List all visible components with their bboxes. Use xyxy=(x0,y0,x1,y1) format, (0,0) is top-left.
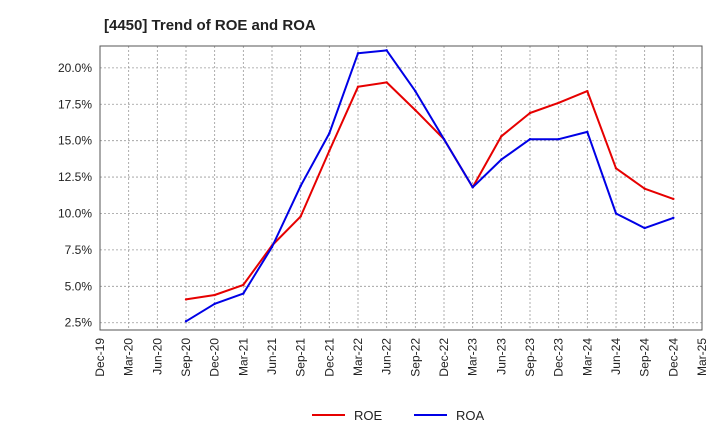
data-point-roa xyxy=(643,226,646,230)
data-point-roa xyxy=(385,49,388,52)
x-tick-label: Mar-20 xyxy=(122,338,136,376)
x-tick-label: Mar-23 xyxy=(466,338,480,376)
y-tick-label: 10.0% xyxy=(58,206,92,220)
x-tick-label: Dec-22 xyxy=(437,338,451,377)
legend-label-roe: ROE xyxy=(354,408,383,423)
data-point-roa xyxy=(586,130,589,134)
data-point-roe xyxy=(414,108,417,112)
x-tick-label: Mar-22 xyxy=(351,338,365,376)
data-point-roa xyxy=(270,245,274,249)
series-line-roe xyxy=(185,81,674,301)
legend: ROE ROA xyxy=(312,408,485,423)
data-point-roe xyxy=(242,283,245,287)
data-point-roe xyxy=(672,197,675,201)
data-point-roe xyxy=(184,298,188,301)
x-tick-label: Mar-21 xyxy=(236,338,250,376)
plot-frame xyxy=(99,45,703,331)
data-point-roe xyxy=(328,149,331,153)
y-tick-label: 20.0% xyxy=(58,61,92,75)
data-point-roe xyxy=(528,111,532,115)
x-tick-label: Jun-22 xyxy=(380,338,394,375)
y-tick-label: 15.0% xyxy=(58,134,92,148)
x-tick-label: Jun-24 xyxy=(609,338,623,375)
grid xyxy=(99,46,703,330)
x-tick-label: Sep-21 xyxy=(294,338,308,377)
data-point-roe xyxy=(557,101,560,105)
series-line-roa xyxy=(185,49,674,323)
data-point-roe xyxy=(586,89,589,93)
data-point-roa xyxy=(672,216,675,220)
data-point-roa xyxy=(356,52,360,55)
y-tick-label: 12.5% xyxy=(58,170,92,184)
y-axis: 2.5% 5.0% 7.5% 10.0% 12.5% 15.0% 17.5% 20.0% xyxy=(58,61,92,330)
data-point-roa xyxy=(614,212,618,215)
chart-title: [4450] Trend of ROE and ROA xyxy=(104,17,316,34)
y-tick-label: 5.0% xyxy=(65,279,93,293)
data-point-roe xyxy=(643,187,646,190)
x-tick-label: Mar-24 xyxy=(580,338,594,376)
x-tick-label: Jun-23 xyxy=(494,338,508,375)
x-tick-label: Jun-21 xyxy=(265,338,279,375)
x-tick-label: Dec-24 xyxy=(666,338,680,377)
data-point-roa xyxy=(557,138,560,141)
y-tick-label: 17.5% xyxy=(58,97,92,111)
y-tick-label: 7.5% xyxy=(65,243,93,257)
data-point-roe xyxy=(385,81,388,84)
data-point-roa xyxy=(242,292,245,295)
x-tick-label: Dec-20 xyxy=(208,338,222,377)
data-point-roe xyxy=(356,85,360,88)
data-point-roa xyxy=(528,138,532,141)
data-point-roa xyxy=(328,132,331,135)
x-tick-label: Sep-20 xyxy=(179,338,193,377)
x-tick-label: Sep-23 xyxy=(523,338,537,377)
data-point-roe xyxy=(614,167,618,170)
data-point-roa xyxy=(213,302,216,305)
data-point-roa xyxy=(299,184,302,188)
series-layer xyxy=(184,49,675,323)
x-tick-label: Mar-25 xyxy=(695,338,709,376)
data-point-roe xyxy=(299,215,302,218)
y-tick-label: 2.5% xyxy=(65,316,93,330)
x-tick-label: Jun-20 xyxy=(150,338,164,375)
x-axis: Dec-19 Mar-20 Jun-20 Sep-20 Dec-20 Mar-21 Jun-… xyxy=(93,338,709,377)
x-tick-label: Dec-23 xyxy=(552,338,566,377)
data-point-roa xyxy=(184,320,188,323)
x-tick-label: Sep-24 xyxy=(638,338,652,377)
data-point-roe xyxy=(500,135,503,138)
x-tick-label: Sep-22 xyxy=(408,338,422,377)
data-point-roa xyxy=(442,138,446,141)
x-tick-label: Dec-19 xyxy=(93,338,107,377)
data-point-roe xyxy=(213,293,216,297)
legend-label-roa: ROA xyxy=(456,408,485,423)
x-tick-label: Dec-21 xyxy=(322,338,336,377)
data-point-roa xyxy=(414,89,417,93)
data-point-roa xyxy=(500,158,503,161)
data-point-roa xyxy=(471,186,474,189)
